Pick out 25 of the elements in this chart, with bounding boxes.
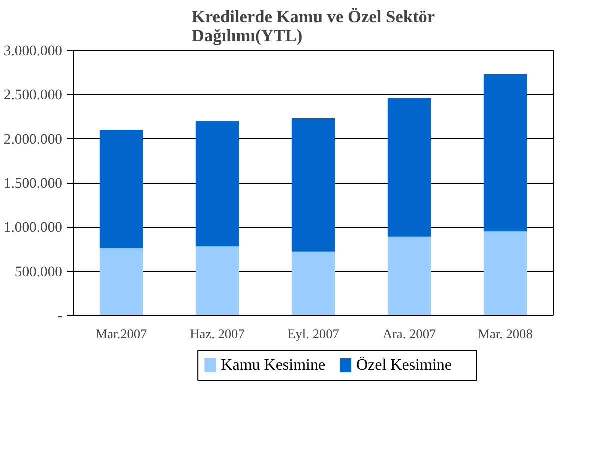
x-tick-label: Mar.2007 (96, 326, 148, 342)
bar (388, 98, 432, 237)
bar (196, 246, 240, 316)
bar (196, 121, 240, 247)
bar (484, 74, 528, 232)
bar (388, 236, 432, 316)
y-tick-label: 2.000.000 (4, 132, 62, 148)
y-tick-label: - (58, 308, 63, 324)
y-tick-label: 500.000 (14, 264, 63, 280)
y-tick-label: 1.000.000 (4, 220, 62, 236)
bar (484, 232, 528, 316)
y-tick-label: 3.000.000 (4, 44, 62, 60)
bar (100, 130, 144, 248)
x-tick-label: Eyl. 2007 (288, 326, 340, 342)
x-tick-label: Mar. 2008 (478, 326, 534, 342)
y-tick-label: 1.500.000 (4, 176, 62, 192)
legend-label: Özel Kesimine (356, 357, 452, 374)
bar (292, 118, 336, 252)
x-tick-label: Ara. 2007 (382, 326, 436, 342)
legend-label: Kamu Kesimine (221, 357, 326, 374)
bar (292, 252, 336, 316)
chart-title: Kredilerde Kamu ve Özel Sektör Dağılımı(YTL) (192, 8, 436, 46)
bar (100, 248, 144, 316)
y-tick-label: 2.500.000 (4, 88, 62, 104)
x-tick-label: Haz. 2007 (190, 326, 246, 342)
